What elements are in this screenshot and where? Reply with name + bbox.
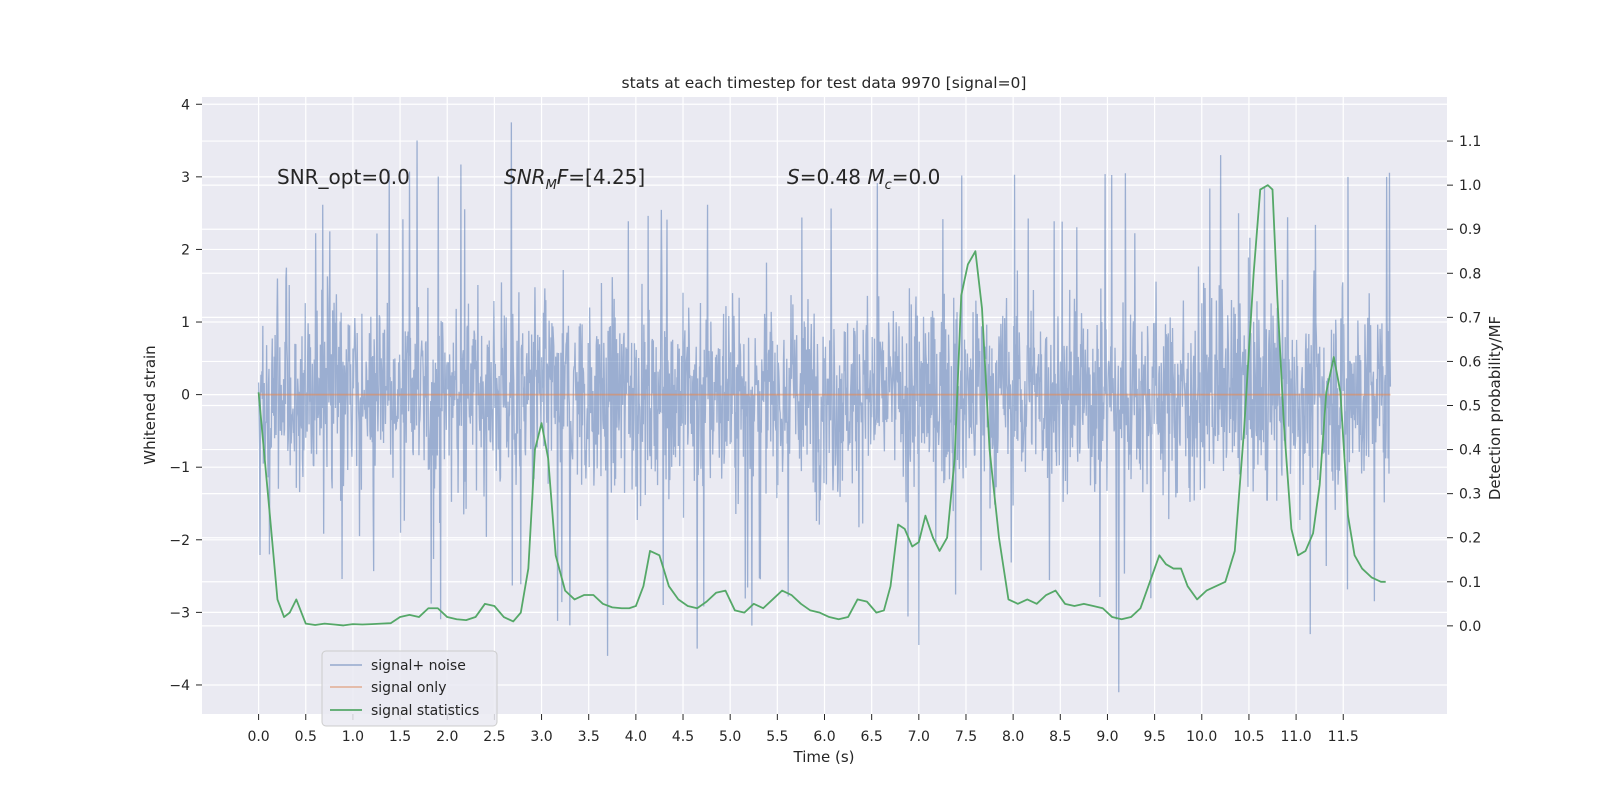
x-tick-label-5: 2.5 — [483, 729, 505, 745]
legend-label-signal-noise: signal+ noise — [371, 658, 466, 674]
y-tick-label-3: −1 — [169, 460, 190, 476]
x-axis: 0.0 0.5 1.0 1.5 2.0 2.5 3.0 3.5 4.0 4.5 5.0 5.5 6.0 6… — [247, 714, 1359, 745]
x-tick-label-2: 1.0 — [342, 729, 364, 745]
x-tick-label-9: 4.5 — [672, 729, 694, 745]
x-tick-label-21: 10.5 — [1233, 729, 1264, 745]
y2-tick-label-6: 0.6 — [1459, 354, 1481, 370]
series-line-signal-noise — [257, 122, 1392, 693]
y2-tick-label-3: 0.3 — [1459, 487, 1481, 503]
x-tick-label-19: 9.5 — [1143, 729, 1165, 745]
y2-tick-label-1: 0.1 — [1459, 575, 1481, 591]
legend-label-signal-statistics: signal statistics — [371, 703, 479, 719]
y2-tick-label-0: 0.0 — [1459, 619, 1481, 635]
x-tick-label-8: 4.0 — [625, 729, 647, 745]
y2-tick-label-5: 0.5 — [1459, 399, 1481, 415]
y-tick-label-2: −2 — [169, 533, 190, 549]
x-axis-label: Time (s) — [793, 748, 855, 766]
y-tick-label-7: 3 — [181, 170, 190, 186]
y-tick-label-5: 1 — [181, 315, 190, 331]
annotations: SNR_opt=0.0 SNRMF=[4.25] S=0.48 Mc=0.0 — [277, 165, 940, 193]
y2-tick-label-9: 0.9 — [1459, 222, 1481, 238]
snr-opt-text: SNR_opt=0.0 — [277, 165, 410, 189]
x-tick-label-16: 8.0 — [1002, 729, 1024, 745]
chart-title: stats at each timestep for test data 997… — [622, 74, 1027, 92]
series-line-signal-statistics — [257, 184, 1386, 627]
annotation-snr-opt: SNR_opt=0.0 — [277, 165, 410, 189]
y2-tick-label-7: 0.7 — [1459, 310, 1481, 326]
x-tick-label-12: 6.0 — [813, 729, 835, 745]
legend-label-signal-only: signal only — [371, 680, 446, 696]
x-tick-label-13: 6.5 — [861, 729, 883, 745]
annotation-snr-mf: SNRMF=[4.25] — [504, 165, 645, 193]
y-tick-label-6: 2 — [181, 242, 190, 258]
x-tick-label-15: 7.5 — [955, 729, 977, 745]
x-tick-label-23: 11.5 — [1328, 729, 1359, 745]
x-tick-label-11: 5.5 — [766, 729, 788, 745]
y-tick-label-0: −4 — [169, 678, 190, 694]
y2-axis-label: Detection probability/MF — [1486, 316, 1504, 500]
x-tick-label-0: 0.0 — [247, 729, 269, 745]
y-axis-label: Whitened strain — [141, 345, 159, 464]
y-tick-label-4: 0 — [181, 388, 190, 404]
x-tick-label-1: 0.5 — [295, 729, 317, 745]
y-tick-label-8: 4 — [181, 97, 190, 113]
x-tick-label-3: 1.5 — [389, 729, 411, 745]
y2-tick-label-4: 0.4 — [1459, 443, 1481, 459]
y2-tick-label-11: 1.1 — [1459, 134, 1481, 150]
y-tick-label-1: −3 — [169, 605, 190, 621]
y2-tick-label-10: 1.0 — [1459, 178, 1481, 194]
x-tick-label-6: 3.0 — [530, 729, 552, 745]
y2-tick-label-8: 0.8 — [1459, 266, 1481, 282]
x-tick-label-7: 3.5 — [578, 729, 600, 745]
legend-box — [321, 650, 498, 727]
left-axis: −4 −3 −2 −1 0 1 2 3 4 — [169, 97, 202, 694]
x-tick-label-14: 7.0 — [908, 729, 930, 745]
x-tick-label-22: 11.0 — [1281, 729, 1312, 745]
series-signal-statistics — [257, 184, 1386, 627]
x-tick-label-18: 9.0 — [1096, 729, 1118, 745]
series-signal-noise — [257, 122, 1392, 693]
x-tick-label-4: 2.0 — [436, 729, 458, 745]
x-tick-label-17: 8.5 — [1049, 729, 1071, 745]
x-tick-label-10: 5.0 — [719, 729, 741, 745]
x-tick-label-20: 10.0 — [1186, 729, 1217, 745]
annotation-s-stat: S=0.48 Mc=0.0 — [787, 165, 940, 193]
right-axis: 0.0 0.1 0.2 0.3 0.4 0.5 0.6 0.7 0.8 0.9 1.0 1.1 — [1447, 134, 1481, 635]
y2-tick-label-2: 0.2 — [1459, 531, 1481, 547]
legend: signal+ noise signal only signal statist… — [321, 650, 498, 727]
